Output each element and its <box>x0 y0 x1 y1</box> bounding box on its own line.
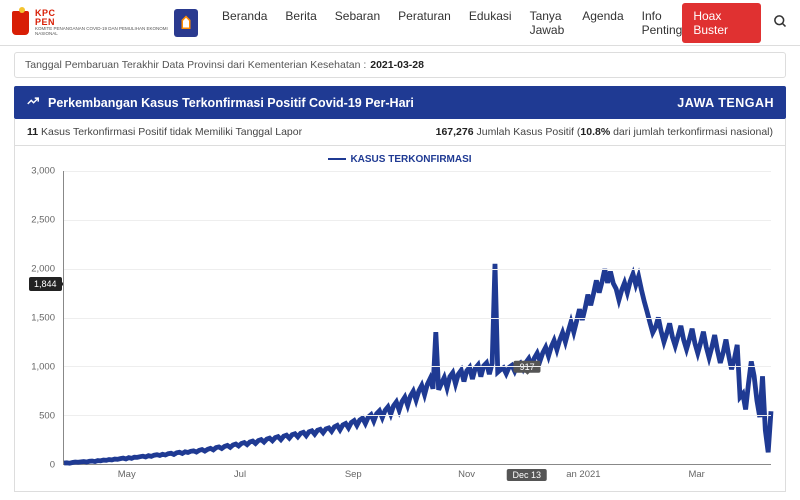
nav-link-agenda[interactable]: Agenda <box>582 9 623 37</box>
chart-icon <box>26 94 40 111</box>
y-tick-label: 500 <box>39 411 55 422</box>
y-tick-label: 3,000 <box>31 166 55 177</box>
search-icon[interactable] <box>773 14 788 32</box>
stat-right-value: 167,276 <box>436 126 474 138</box>
nav-link-info-penting[interactable]: Info Penting <box>642 9 683 37</box>
logo-group: KPC PEN KOMITE PENANGANAN COVID-19 DAN P… <box>12 9 198 37</box>
x-tick-label: Sep <box>345 469 362 480</box>
garuda-emblem <box>12 11 29 35</box>
x-axis: May Jul Sep Nov Dec 13 an 2021 Mar <box>63 467 771 487</box>
y-tick-label: 1,000 <box>31 362 55 373</box>
chart-container: KASUS TERKONFIRMASI 0 500 1,000 1,500 2,000 2… <box>14 146 786 492</box>
stat-right: 167,276 Jumlah Kasus Positif (10.8% dari… <box>436 126 773 138</box>
bnpb-logo <box>174 9 198 37</box>
y-tick-label: 2,000 <box>31 264 55 275</box>
plot-area: 917 <box>63 171 771 465</box>
stat-left-bold: 11 <box>27 126 38 138</box>
y-axis: 05001,0001,5002,0002,5003,000 <box>25 167 59 465</box>
y-marker-badge: 1,844 <box>29 277 62 291</box>
x-tick-label: Nov <box>458 469 475 480</box>
chart-legend: KASUS TERKONFIRMASI <box>25 154 775 165</box>
chart-area[interactable]: 05001,0001,5002,0002,5003,000 1,844 917 … <box>25 167 775 487</box>
nav-link-tanya-jawab[interactable]: Tanya Jawab <box>530 9 565 37</box>
stat-right-label2: dari jumlah terkonfirmasi nasional) <box>610 126 773 138</box>
update-prefix: Tanggal Pembaruan Terakhir Data Provinsi… <box>25 59 366 71</box>
x-tick-label: an 2021 <box>566 469 600 480</box>
page-content: Tanggal Pembaruan Terakhir Data Provinsi… <box>0 46 800 492</box>
logo-subtext: KOMITE PENANGANAN COVID-19 DAN PEMULIHAN… <box>35 27 168 36</box>
legend-label: KASUS TERKONFIRMASI <box>350 154 471 165</box>
x-tick-label: Jul <box>234 469 246 480</box>
stat-left: 11 Kasus Terkonfirmasi Positif tidak Mem… <box>27 126 302 138</box>
stat-right-label1: Jumlah Kasus Positif ( <box>477 126 581 138</box>
region-name: JAWA TENGAH <box>677 96 774 110</box>
chart-title-text: Perkembangan Kasus Terkonfirmasi Positif… <box>48 96 414 110</box>
x-tick-label: May <box>118 469 136 480</box>
nav-link-beranda[interactable]: Beranda <box>222 9 267 37</box>
update-date-row: Tanggal Pembaruan Terakhir Data Provinsi… <box>14 52 786 78</box>
nav-link-berita[interactable]: Berita <box>285 9 316 37</box>
y-tick-label: 1,500 <box>31 313 55 324</box>
kpc-pen-logo: KPC PEN KOMITE PENANGANAN COVID-19 DAN P… <box>35 9 168 36</box>
top-header: KPC PEN KOMITE PENANGANAN COVID-19 DAN P… <box>0 0 800 46</box>
main-nav: Beranda Berita Sebaran Peraturan Edukasi Tany… <box>222 9 682 37</box>
stat-row: 11 Kasus Terkonfirmasi Positif tidak Mem… <box>14 119 786 146</box>
nav-link-peraturan[interactable]: Peraturan <box>398 9 451 37</box>
chart-title-bar: Perkembangan Kasus Terkonfirmasi Positif… <box>14 86 786 119</box>
nav-link-sebaran[interactable]: Sebaran <box>335 9 380 37</box>
update-date: 2021-03-28 <box>370 59 424 71</box>
nav-link-edukasi[interactable]: Edukasi <box>469 9 512 37</box>
stat-left-rest: Kasus Terkonfirmasi Positif tidak Memili… <box>41 126 302 138</box>
x-hover-label: Dec 13 <box>506 469 547 481</box>
x-tick-label: Mar <box>688 469 704 480</box>
hoax-buster-button[interactable]: Hoax Buster <box>682 3 761 43</box>
y-tick-label: 2,500 <box>31 215 55 226</box>
stat-right-pct: 10.8% <box>580 126 610 138</box>
y-tick-label: 0 <box>50 460 55 471</box>
